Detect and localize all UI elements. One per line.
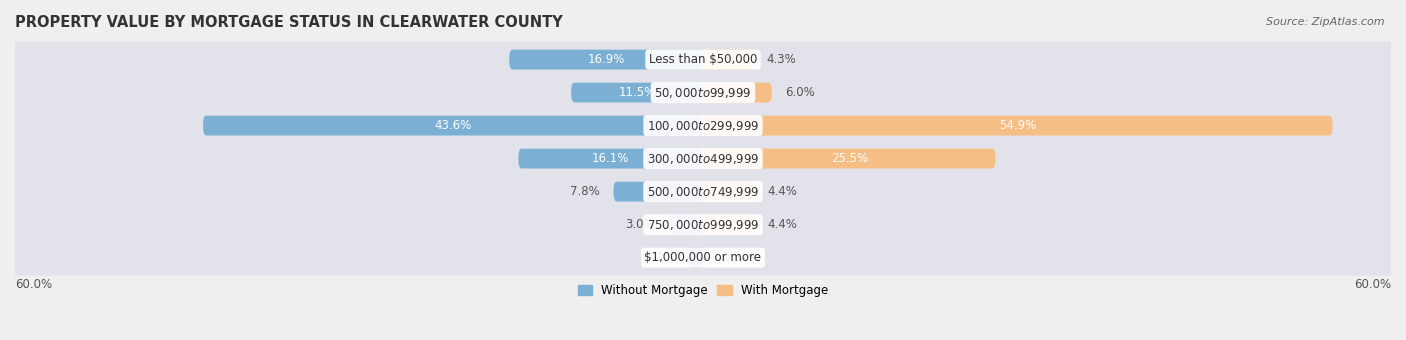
Text: 25.5%: 25.5% [831, 152, 868, 165]
FancyBboxPatch shape [703, 182, 754, 202]
FancyBboxPatch shape [519, 149, 703, 169]
FancyBboxPatch shape [10, 42, 1396, 78]
Text: $300,000 to $499,999: $300,000 to $499,999 [647, 152, 759, 166]
Text: PROPERTY VALUE BY MORTGAGE STATUS IN CLEARWATER COUNTY: PROPERTY VALUE BY MORTGAGE STATUS IN CLE… [15, 15, 562, 30]
FancyBboxPatch shape [689, 248, 703, 268]
Text: 1.2%: 1.2% [645, 251, 675, 264]
Text: 4.3%: 4.3% [766, 53, 796, 66]
FancyBboxPatch shape [10, 240, 1396, 275]
Text: 4.4%: 4.4% [768, 185, 797, 198]
FancyBboxPatch shape [703, 116, 1333, 136]
FancyBboxPatch shape [509, 50, 703, 69]
Text: 43.6%: 43.6% [434, 119, 471, 132]
Text: 11.5%: 11.5% [619, 86, 655, 99]
Text: $1,000,000 or more: $1,000,000 or more [644, 251, 762, 264]
FancyBboxPatch shape [202, 116, 703, 136]
Legend: Without Mortgage, With Mortgage: Without Mortgage, With Mortgage [574, 280, 832, 302]
FancyBboxPatch shape [10, 207, 1396, 242]
FancyBboxPatch shape [703, 50, 752, 69]
Text: 7.8%: 7.8% [569, 185, 600, 198]
Text: Source: ZipAtlas.com: Source: ZipAtlas.com [1267, 17, 1385, 27]
Text: 3.0%: 3.0% [626, 218, 655, 231]
Text: 4.4%: 4.4% [768, 218, 797, 231]
Text: Less than $50,000: Less than $50,000 [648, 53, 758, 66]
FancyBboxPatch shape [571, 83, 703, 102]
FancyBboxPatch shape [703, 215, 754, 235]
FancyBboxPatch shape [613, 182, 703, 202]
Text: $500,000 to $749,999: $500,000 to $749,999 [647, 185, 759, 199]
Text: 60.0%: 60.0% [15, 278, 52, 291]
Text: $750,000 to $999,999: $750,000 to $999,999 [647, 218, 759, 232]
Text: 0.51%: 0.51% [723, 251, 759, 264]
Text: 60.0%: 60.0% [1354, 278, 1391, 291]
FancyBboxPatch shape [703, 83, 772, 102]
FancyBboxPatch shape [10, 174, 1396, 209]
Text: 6.0%: 6.0% [786, 86, 815, 99]
FancyBboxPatch shape [10, 75, 1396, 110]
FancyBboxPatch shape [703, 149, 995, 169]
FancyBboxPatch shape [10, 141, 1396, 176]
FancyBboxPatch shape [703, 248, 709, 268]
FancyBboxPatch shape [10, 108, 1396, 143]
FancyBboxPatch shape [669, 215, 703, 235]
Text: 16.1%: 16.1% [592, 152, 630, 165]
Text: 16.9%: 16.9% [588, 53, 624, 66]
Text: 54.9%: 54.9% [1000, 119, 1036, 132]
Text: $50,000 to $99,999: $50,000 to $99,999 [654, 86, 752, 100]
Text: $100,000 to $299,999: $100,000 to $299,999 [647, 119, 759, 133]
